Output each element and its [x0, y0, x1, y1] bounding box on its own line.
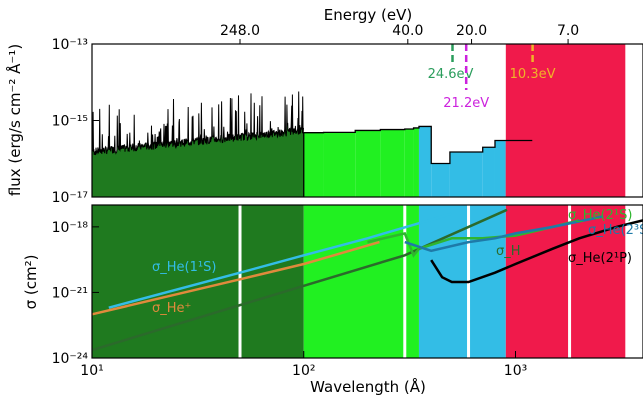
flux-spectrum-line: [91, 91, 304, 156]
series-line-0: [108, 212, 453, 309]
series-label-1: σ_He⁺: [152, 301, 191, 316]
flux-step-bar: [404, 128, 414, 197]
bottom-x-ticks: 10¹ 10² 10³: [80, 351, 527, 379]
flux-envelope-steps: [303, 125, 533, 197]
bottom-panel: σ_He(1¹S) σ_He⁺ σ_H σ_He(2¹S)σ_He(2³S) σ_He(…: [22, 204, 643, 396]
flux-step-bar: [380, 129, 405, 197]
energy-tick-label: 248.0: [220, 23, 260, 39]
flux-axis-label: flux (erg/s cm⁻² Å⁻¹): [5, 44, 24, 196]
threshold-label: 21.2eV: [443, 96, 489, 111]
cross-section-axis-label: σ (cm²): [22, 255, 40, 310]
flux-step-bar: [355, 130, 381, 197]
top-energy-ticks: 248.0 40.0 20.0 7.0: [220, 23, 579, 44]
flux-step-bar: [418, 126, 432, 197]
flux-step-bar: [413, 127, 419, 197]
energy-axis-label: Energy (eV): [324, 6, 412, 24]
flux-step-bar: [449, 152, 483, 197]
flux-band-fill-0: [92, 91, 304, 197]
bottom-y-ticks: 10⁻¹⁸ 10⁻²¹ 10⁻²⁴: [52, 220, 99, 367]
flux-step-bar: [482, 147, 495, 197]
top-panel: 24.6eV 21.2eV 10.3eV 10⁻¹³ 10⁻¹⁵ 10⁻¹⁷ 248.0…: [5, 6, 643, 206]
bottom-plot-frame: [91, 204, 643, 359]
flux-step-bar: [431, 163, 450, 197]
energy-tick-label: 40.0: [392, 23, 423, 39]
top-y-ticks: 10⁻¹³ 10⁻¹⁵ 10⁻¹⁷: [52, 37, 99, 206]
cross-section-band-0: [92, 205, 304, 358]
flux-band-red: [505, 44, 626, 197]
series-line-1: [91, 240, 380, 316]
flux-step-bar: [494, 140, 506, 197]
threshold-label: 24.6eV: [428, 67, 474, 82]
flux-step-bar: [303, 132, 324, 197]
threshold-label: 10.3eV: [510, 67, 556, 82]
series-line-5: [430, 219, 643, 284]
wavelength-axis-label: Wavelength (Å): [310, 377, 426, 396]
energy-tick-label: 7.0: [557, 23, 579, 39]
energy-threshold-annotations: 24.6eV 21.2eV 10.3eV: [428, 44, 556, 111]
series-label-0: σ_He(1¹S): [152, 260, 216, 275]
series-line-4: [404, 215, 604, 253]
y-tick-label: 10⁻¹³: [52, 37, 88, 53]
series-labels: σ_He(1¹S) σ_He⁺ σ_H σ_He(2¹S)σ_He(2³S) σ_He(…: [152, 208, 643, 316]
series-label-2: σ_H: [496, 244, 521, 259]
cross-section-band-1: [303, 205, 419, 358]
series-label-3: σ_He(2¹S): [568, 208, 632, 223]
y-tick-label: 10⁻¹⁵: [52, 114, 88, 130]
top-bands: [92, 44, 626, 197]
x-tick-label: 10³: [504, 363, 527, 379]
series-label-5: σ_He(2¹P): [568, 251, 632, 266]
energy-tick-label: 20.0: [456, 23, 487, 39]
y-tick-label: 10⁻²¹: [52, 285, 88, 301]
x-tick-label: 10¹: [80, 363, 103, 379]
x-tick-label: 10²: [292, 363, 315, 379]
series-label-4: σ_He(2³S): [588, 223, 643, 238]
series-line-2: [91, 208, 508, 352]
y-tick-label: 10⁻¹⁸: [52, 220, 89, 236]
y-tick-label: 10⁻²⁴: [52, 351, 89, 367]
y-tick-label: 10⁻¹⁷: [52, 190, 88, 206]
cross-section-series: [91, 208, 643, 352]
flux-step-bar: [323, 132, 356, 197]
